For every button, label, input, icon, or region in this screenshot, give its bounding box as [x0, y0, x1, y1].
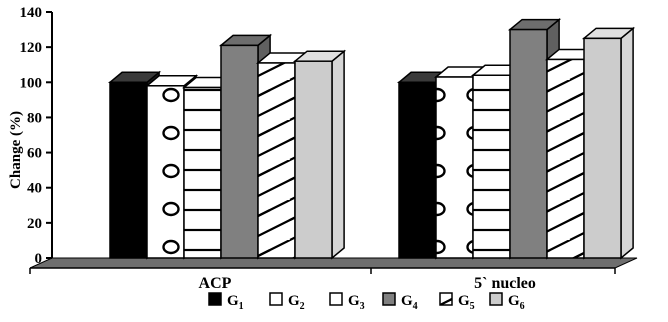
- legend-label-subscript: 5: [470, 301, 475, 312]
- legend-swatch: [269, 292, 283, 306]
- y-axis-title: Change (%): [8, 111, 24, 189]
- legend-item: G5: [439, 292, 475, 312]
- y-tick-label: 40: [27, 181, 42, 197]
- legend-item: G1: [208, 292, 244, 312]
- bar-front-face: [257, 62, 296, 259]
- bar: [292, 49, 347, 260]
- legend-label: G1: [227, 293, 244, 312]
- bar-front-face: [398, 81, 437, 259]
- bar-front-face: [294, 60, 333, 259]
- bar-front-face: [472, 74, 511, 259]
- legend-swatch: [439, 292, 453, 306]
- legend-swatch: [329, 292, 343, 306]
- y-tick-label: 20: [27, 216, 42, 232]
- floor-plane: [29, 257, 638, 269]
- y-tick-label: 0: [35, 251, 43, 267]
- bar-front-face: [546, 58, 585, 259]
- legend-label: G6: [508, 293, 525, 312]
- bar-side-face: [620, 26, 634, 260]
- legend-swatch: [208, 292, 222, 306]
- bar-front-face: [183, 86, 222, 259]
- y-tick-label: 80: [27, 110, 42, 126]
- bar-front-face: [220, 44, 259, 259]
- legend-label-subscript: 3: [360, 301, 365, 312]
- bar-front-face: [146, 85, 185, 259]
- bar-front-face: [435, 76, 474, 259]
- legend-item: G6: [489, 292, 525, 312]
- category-label: ACP: [199, 275, 232, 292]
- legend-item: G2: [269, 292, 305, 312]
- bar-front-face: [583, 37, 622, 259]
- y-tick-label: 60: [27, 146, 42, 162]
- legend-label-subscript: 1: [239, 301, 244, 312]
- bar-side-face: [331, 49, 345, 260]
- y-tick-label: 100: [20, 75, 43, 91]
- bar-front-face: [109, 81, 148, 259]
- legend: G1 G2 G3 G4 G5 G6: [208, 292, 525, 312]
- legend-label: G4: [401, 293, 418, 312]
- y-tick-label: 120: [20, 40, 43, 56]
- bar-front-face: [509, 28, 548, 259]
- legend-label: G3: [348, 293, 365, 312]
- legend-label: G5: [458, 293, 475, 312]
- category-label: 5` nucleo: [474, 275, 536, 292]
- legend-label-subscript: 2: [300, 301, 305, 312]
- legend-item: G4: [382, 292, 418, 312]
- legend-label: G2: [288, 293, 305, 312]
- legend-swatch: [489, 292, 503, 306]
- bars: [107, 17, 636, 260]
- y-tick-label: 140: [20, 5, 43, 21]
- legend-item: G3: [329, 292, 365, 312]
- labels: 0 20 40 60 80 100 120 140 ACP 5` nucleo Change (%): [8, 5, 536, 292]
- legend-label-subscript: 6: [520, 301, 525, 312]
- bar: [581, 26, 636, 260]
- legend-swatch: [382, 292, 396, 306]
- axes: [29, 11, 616, 274]
- chart-floor: [29, 257, 638, 269]
- legend-label-subscript: 4: [413, 301, 418, 312]
